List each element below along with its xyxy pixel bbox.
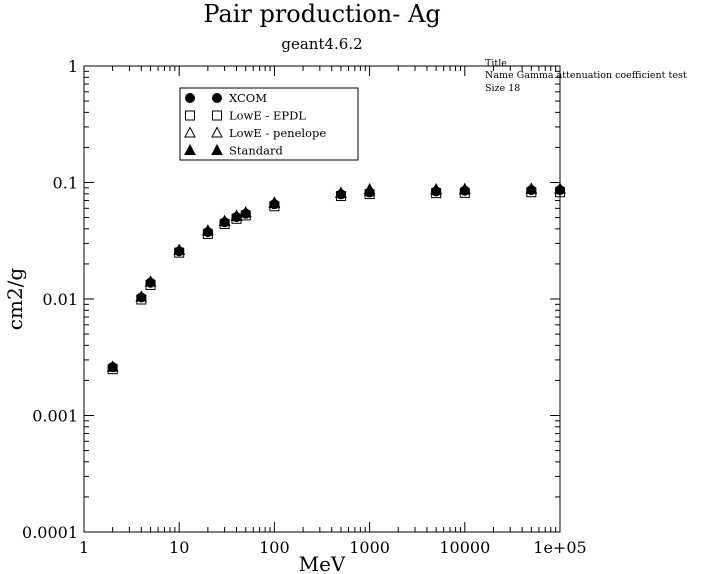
legend-label: LowE - penelope [229,126,326,140]
data-point [525,182,538,194]
series-1 [107,187,565,375]
data-point [268,196,281,208]
x-tick-label: 100 [259,538,290,557]
data-point [106,360,119,372]
x-tick-label: 10 [169,538,189,557]
x-tick-label: 10000 [439,538,490,557]
data-point [363,182,376,195]
data-point [135,290,148,302]
chart-subtitle: geant4.6.2 [281,35,362,53]
y-tick-label: 1 [68,57,78,76]
legend-label: XCOM [229,91,267,105]
data-point [144,275,157,287]
series-0 [107,185,565,373]
legend-marker [211,143,223,155]
x-tick-label: 1e+05 [533,538,586,557]
chart-title: Pair production- Ag [203,0,440,28]
x-axis: 1 10 100 1000 10000 1e+05 [79,66,587,557]
y-tick-label: 0.0001 [22,523,78,542]
legend-marker [211,126,223,138]
y-tick-label: 0.001 [32,407,78,426]
legend-marker [185,93,195,103]
data-markers [106,182,566,375]
legend-marker [184,143,196,155]
y-tick-label: 0.01 [42,290,78,309]
info-size: Size 18 [485,83,520,94]
series-3 [106,182,566,372]
legend-marker [184,126,196,138]
legend-label: LowE - EPDL [229,109,306,123]
legend-marker [212,110,222,121]
data-point [218,214,231,226]
legend: XCOM LowE - EPDL LowE - penelope Standard [179,87,359,161]
data-point [230,209,243,221]
x-axis-label: MeV [299,552,346,574]
data-point [430,182,442,195]
legend-box [179,87,359,161]
data-point [202,224,214,236]
data-point [173,243,186,255]
data-point [335,186,347,198]
y-axis: 0.0001 0.001 0.01 0.1 1 [22,57,560,542]
legend-marker [212,93,222,103]
series-2 [106,182,566,372]
y-tick-label: 0.1 [53,174,78,193]
data-point [554,182,566,194]
data-point [458,182,471,194]
y-axis-label: cm2/g [3,268,27,331]
info-title: Title [485,58,507,69]
legend-label: Standard [229,144,283,158]
x-tick-label: 1000 [349,538,390,557]
info-name: Name Gamma attenuation coefficient test [485,70,687,81]
data-point [239,205,252,218]
legend-marker [185,110,195,121]
x-tick-label: 1 [79,538,89,557]
